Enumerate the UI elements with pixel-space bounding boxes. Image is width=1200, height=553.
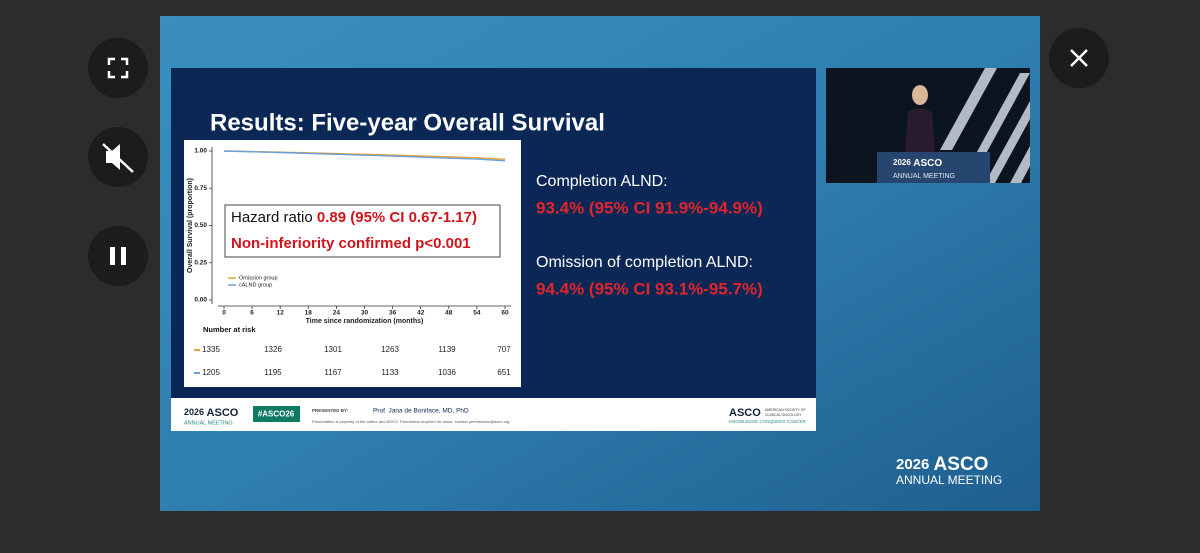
y-axis-label: Overall Survival (proportion) [187,178,194,273]
risk-count: 1335 [202,345,220,354]
y-tick-label: 0.75 [194,185,207,192]
y-tick-label: 0.00 [194,297,207,304]
inset-brand: ASCO [913,158,942,169]
org-logo: ASCO [729,407,761,419]
close-button[interactable] [1049,28,1109,88]
tagline: KNOWLEDGE CONQUERS CANCER [729,419,807,424]
slide-title: Results: Five-year Overall Survival [210,109,605,136]
x-tick-label: 30 [361,310,369,317]
risk-count: 1263 [381,345,399,354]
x-tick-label: 6 [250,310,254,317]
org-name: CLINICAL ONCOLOGY [765,413,802,417]
risk-count: 707 [497,345,511,354]
speaker-body [905,108,935,152]
legend-label: Omission group [239,275,278,281]
hr-label: Hazard ratio [231,209,313,226]
footer-meeting: ANNUAL MEETING [184,420,233,426]
inset-meeting: ANNUAL MEETING [893,173,955,180]
mute-button[interactable] [88,127,148,187]
inset-year: 2026 [893,158,911,167]
risk-count: 1195 [264,368,282,377]
notice: Presentation is property of the author a… [312,419,510,424]
legend-label: cALND group [239,282,272,288]
watermark-brand: ASCO [934,454,989,475]
footer-logo: 2026 ASCO [184,407,239,419]
non-inferiority: Non-inferiority confirmed p<0.001 [231,235,471,252]
risk-count: 1326 [264,345,282,354]
org-name: AMERICAN SOCIETY OF [765,408,806,412]
risk-count: 1205 [202,368,220,377]
result-value: 93.4% (95% CI 91.9%-94.9%) [536,198,763,217]
hashtag-badge [253,406,300,422]
x-tick-label: 42 [417,310,425,317]
x-tick-label: 54 [473,310,481,317]
pause-button[interactable] [88,226,148,286]
x-tick-label: 48 [445,310,453,317]
fullscreen-button[interactable] [88,38,148,98]
risk-title: Number at risk [203,325,256,334]
hr-box [224,204,501,258]
risk-count: 651 [497,368,511,377]
x-tick-label: 36 [389,310,397,317]
risk-count: 1036 [438,368,456,377]
risk-count: 1133 [381,368,399,377]
x-tick-label: 0 [222,310,226,317]
watermark-logo: 2026 ASCO [896,454,988,475]
x-tick-label: 18 [305,310,313,317]
presented-by: PRESENTED BY: [312,408,349,413]
result-label: Completion ALND: [536,173,668,190]
podium [877,152,990,183]
y-tick-label: 0.50 [194,222,207,229]
y-tick-label: 0.25 [194,259,207,266]
x-tick-label: 24 [333,310,341,317]
x-tick-label: 12 [277,310,285,317]
risk-count: 1167 [324,368,342,377]
chart-panel [184,140,521,387]
watermark-meeting: ANNUAL MEETING [896,473,1002,487]
hazard-ratio: Hazard ratio 0.89 (95% CI 0.67-1.17) [231,209,477,226]
hashtag: #ASCO26 [258,410,295,419]
watermark-year: 2026 [896,456,929,473]
inset-logo: 2026 ASCO [893,158,942,169]
footer-brand: ASCO [207,407,239,419]
x-tick-label: 60 [501,310,509,317]
footer-year: 2026 [184,407,204,417]
presenter: Prof. Jana de Boniface, MD, PhD [373,408,469,415]
stage-stripes [940,68,1030,183]
x-axis-label: Time since randomization (months) [306,318,424,325]
risk-count: 1301 [324,345,342,354]
hr-value: 0.89 (95% CI 0.67-1.17) [317,209,477,226]
result-value: 94.4% (95% CI 93.1%-95.7%) [536,279,763,298]
y-tick-label: 1.00 [194,148,207,155]
risk-count: 1139 [438,345,456,354]
series-line [223,150,506,162]
speaker [912,85,928,105]
result-label: Omission of completion ALND: [536,254,753,271]
